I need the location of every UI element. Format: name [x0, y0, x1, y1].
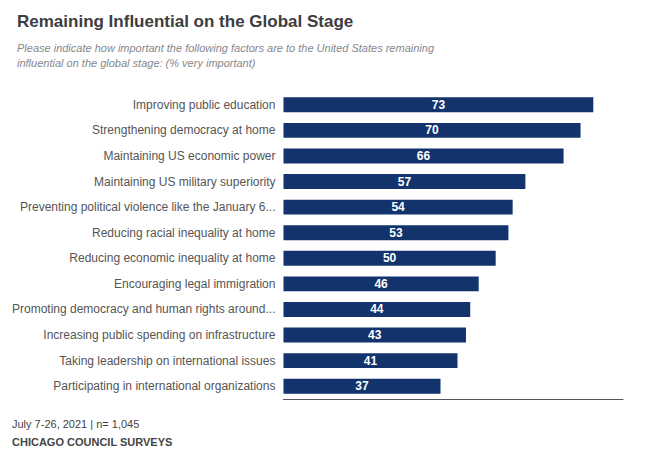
svg-text:70: 70 — [425, 123, 439, 137]
svg-text:43: 43 — [368, 328, 382, 342]
svg-text:Reducing racial inequality at: Reducing racial inequality at home — [92, 226, 276, 240]
svg-text:44: 44 — [370, 302, 384, 316]
svg-text:Strengthening democracy at hom: Strengthening democracy at home — [92, 123, 276, 137]
svg-text:Preventing political violence: Preventing political violence like the J… — [20, 200, 275, 214]
svg-text:Encouraging legal immigration: Encouraging legal immigration — [114, 277, 275, 291]
svg-text:Promoting democracy and human: Promoting democracy and human rights aro… — [12, 302, 275, 316]
svg-text:Maintaining US military superi: Maintaining US military superiority — [94, 175, 275, 189]
svg-text:54: 54 — [391, 200, 405, 214]
svg-text:50: 50 — [383, 251, 397, 265]
svg-text:46: 46 — [374, 277, 388, 291]
svg-text:Increasing public spending on: Increasing public spending on infrastruc… — [43, 328, 275, 342]
svg-text:57: 57 — [398, 175, 412, 189]
svg-text:73: 73 — [432, 98, 446, 112]
svg-text:CHICAGO COUNCIL SURVEYS: CHICAGO COUNCIL SURVEYS — [12, 436, 172, 448]
svg-text:37: 37 — [355, 379, 369, 393]
svg-text:July 7-26, 2021 | n= 1,045: July 7-26, 2021 | n= 1,045 — [12, 418, 139, 430]
svg-text:Reducing economic inequality a: Reducing economic inequality at home — [69, 251, 275, 265]
svg-text:Maintaining US economic power: Maintaining US economic power — [103, 149, 275, 163]
svg-text:Please indicate how important: Please indicate how important the follow… — [17, 42, 435, 54]
svg-text:influential on the global stag: influential on the global stage: (% very… — [17, 57, 256, 69]
svg-text:66: 66 — [417, 149, 431, 163]
svg-text:Remaining Influential on the G: Remaining Influential on the Global Stag… — [17, 12, 353, 31]
svg-text:Taking leadership on internati: Taking leadership on international issue… — [59, 354, 275, 368]
svg-text:Participating in international: Participating in international organizat… — [53, 379, 275, 393]
svg-text:53: 53 — [389, 226, 403, 240]
svg-text:41: 41 — [364, 354, 378, 368]
svg-text:Improving public education: Improving public education — [133, 98, 276, 112]
